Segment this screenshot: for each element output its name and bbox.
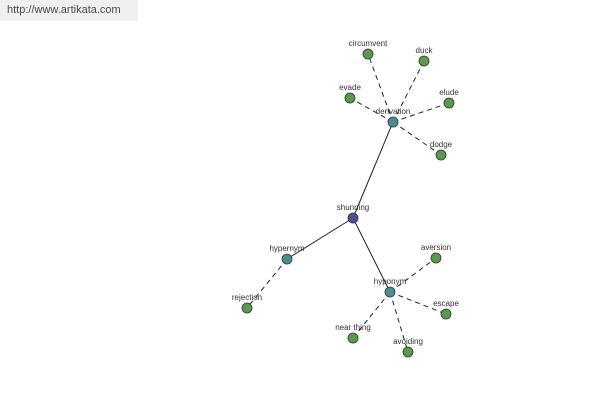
center-node <box>347 212 359 224</box>
word-node-label: escape <box>433 299 459 308</box>
word-edge <box>389 291 447 315</box>
word-node <box>418 55 430 67</box>
word-node-label: duck <box>416 46 434 55</box>
word-node-label: aversion <box>421 243 451 252</box>
relation-node-label: hypernym <box>269 244 304 253</box>
word-node-label: dodge <box>430 140 453 149</box>
word-node-label: rejection <box>232 293 262 302</box>
word-node-label: avoiding <box>393 337 423 346</box>
word-edge <box>392 60 425 123</box>
word-node <box>347 332 359 344</box>
word-node <box>435 149 447 161</box>
labels: circumvent duck evade elude dodge derivation r… <box>232 39 460 346</box>
edges <box>246 53 450 353</box>
word-node-label: elude <box>439 88 459 97</box>
relation-edge <box>352 217 391 293</box>
word-edge <box>246 258 288 309</box>
relation-node <box>384 286 396 298</box>
relation-edge <box>352 121 394 219</box>
word-node <box>430 252 442 264</box>
word-edge <box>352 291 391 339</box>
word-node <box>402 346 414 358</box>
word-node-label: circumvent <box>349 39 388 48</box>
word-node <box>241 302 253 314</box>
relation-node <box>387 116 399 128</box>
word-edge <box>367 53 394 123</box>
word-node <box>440 308 452 320</box>
word-edge <box>392 102 450 123</box>
relation-node-label: hyponym <box>374 277 407 286</box>
word-node <box>362 48 374 60</box>
relation-node <box>281 253 293 265</box>
word-edge <box>392 121 442 156</box>
word-node <box>443 97 455 109</box>
nodes <box>241 48 455 358</box>
center-node-label: shunning <box>337 203 369 212</box>
word-edge <box>389 257 437 293</box>
site-url[interactable]: http://www.artikata.com <box>7 4 121 16</box>
header-bar: http://www.artikata.com <box>0 0 138 21</box>
word-edge <box>389 291 409 353</box>
word-node-label: near thing <box>335 323 371 332</box>
relation-edge <box>286 217 354 260</box>
word-node-label: evade <box>339 83 361 92</box>
relation-node-label: derivation <box>376 107 411 116</box>
word-node <box>344 92 356 104</box>
